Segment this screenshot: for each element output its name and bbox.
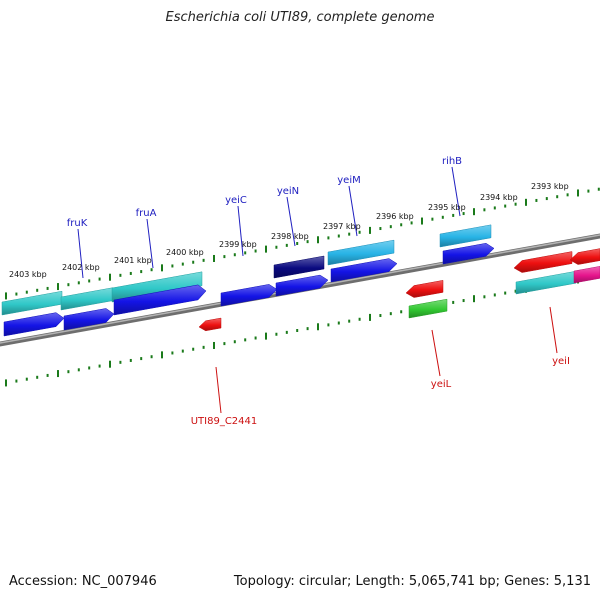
- fruA-upper: [111, 271, 203, 303]
- leader-yeiI: [549, 306, 558, 354]
- yeiN-navy: [273, 255, 325, 279]
- leader-rihB: [451, 166, 461, 217]
- map-title: Escherichia coli UTI89, complete genome: [165, 10, 435, 25]
- gene-label-yeiI: yeiI: [552, 356, 570, 367]
- gene-label-yeiM: yeiM: [337, 175, 360, 186]
- leader-yeiM: [348, 185, 358, 237]
- rihB-feature: [442, 242, 495, 265]
- scale-label: 2393 kbp: [531, 182, 569, 191]
- fruK-feature-b: [63, 308, 115, 331]
- yeiM-sky: [327, 239, 395, 266]
- UTI89_C2441-feature: [198, 317, 222, 332]
- gene-labels: fruK fruA yeiC yeiN yeiM rihB UTI89_C2441 yeiL y…: [67, 156, 570, 427]
- gene-features: [1, 224, 600, 337]
- leader-fruK: [77, 228, 84, 279]
- yeiL-red: [405, 280, 444, 298]
- accession-text: Accession: NC_007946: [9, 574, 157, 589]
- leader-yeiL: [431, 329, 441, 377]
- gene-label-yeiC: yeiC: [225, 195, 247, 206]
- scale-label: 2400 kbp: [166, 248, 204, 257]
- scale-label: 2396 kbp: [376, 212, 414, 221]
- scale-labels: 2403 kbp 2402 kbp 2401 kbp 2400 kbp 2399 kbp…: [9, 182, 569, 279]
- fruA-feature: [113, 284, 207, 316]
- gene-label-yeiN: yeiN: [277, 186, 299, 197]
- scale-label: 2395 kbp: [428, 203, 466, 212]
- yeiC-feature: [220, 284, 278, 307]
- gene-label-UTI89_C2441: UTI89_C2441: [191, 416, 258, 427]
- yeiM-feature: [330, 258, 398, 283]
- fruK-feature: [3, 312, 65, 337]
- yeiI-red-b: [569, 248, 600, 265]
- yeiL-green: [408, 298, 448, 319]
- leader-fruA: [146, 218, 154, 269]
- yeiI-red: [513, 251, 573, 273]
- genome-stats-text: Topology: circular; Length: 5,065,741 bp…: [233, 574, 591, 589]
- scale-label: 2394 kbp: [480, 193, 518, 202]
- scale-label: 2403 kbp: [9, 270, 47, 279]
- scale-label: 2399 kbp: [219, 240, 257, 249]
- scale-label: 2397 kbp: [323, 222, 361, 231]
- leader-yeiC: [237, 205, 244, 257]
- gene-label-fruA: fruA: [136, 208, 157, 219]
- yeiN-feature: [275, 274, 329, 297]
- yeiI-cyan: [515, 270, 577, 295]
- scale-label: 2398 kbp: [271, 232, 309, 241]
- leader-UTI89_C2441: [215, 366, 222, 414]
- scale-label: 2402 kbp: [62, 263, 100, 272]
- gene-label-yeiL: yeiL: [431, 379, 452, 390]
- fruK-upper-b: [60, 287, 114, 311]
- gene-label-rihB: rihB: [442, 156, 462, 167]
- leader-yeiN: [286, 196, 296, 247]
- scale-label: 2401 kbp: [114, 256, 152, 265]
- gene-label-fruK: fruK: [67, 218, 88, 229]
- fruK-upper: [1, 290, 63, 316]
- yeiI-magenta: [573, 266, 600, 284]
- outer-scale-ticks: [5, 187, 600, 300]
- rihB-sky: [439, 224, 492, 248]
- label-leaders: [77, 166, 558, 414]
